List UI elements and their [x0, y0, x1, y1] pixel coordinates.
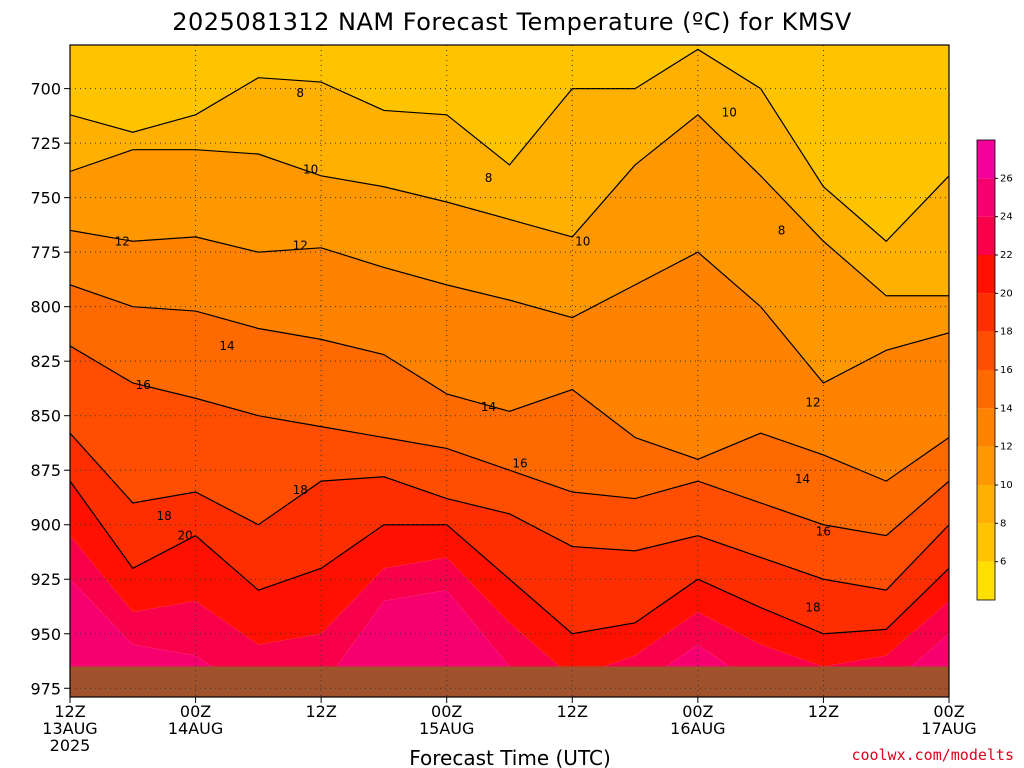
temp-band-22 — [70, 535, 949, 697]
contour-label: 14 — [795, 472, 810, 486]
x-tick-label: 16AUG — [670, 719, 725, 738]
y-tick-label: 700 — [30, 80, 61, 99]
x-tick-label: 12Z — [54, 702, 85, 721]
contour-label: 18 — [157, 509, 172, 523]
ground-layer — [70, 666, 949, 697]
x-tick-label: 15AUG — [419, 719, 474, 738]
x-tick-label: 12Z — [557, 702, 588, 721]
colorbar-label: 6 — [1000, 557, 1006, 568]
contour-layer — [70, 48, 949, 635]
y-tick-label: 850 — [30, 407, 61, 426]
x-tick-label: 12Z — [305, 702, 336, 721]
y-tick-label: 800 — [30, 298, 61, 317]
colorbar-swatch — [977, 216, 995, 255]
y-tick-label: 725 — [30, 134, 61, 153]
contour-label: 12 — [805, 396, 820, 410]
colorbar-label: 20 — [1000, 288, 1013, 299]
y-tick-label: 750 — [30, 189, 61, 208]
contour-label: 10 — [722, 106, 737, 120]
contour-label: 16 — [512, 457, 527, 471]
contour-line-8 — [70, 48, 949, 243]
x-tick-label: 17AUG — [921, 719, 976, 738]
x-tick-label: 12Z — [808, 702, 839, 721]
contour-line-14 — [70, 284, 949, 482]
grid-layer — [70, 45, 949, 697]
temp-band-14 — [70, 284, 949, 536]
colorbar-label: 18 — [1000, 327, 1013, 338]
contour-line-18 — [70, 432, 949, 591]
colorbar-swatch — [977, 178, 995, 217]
x-tick-label: 00Z — [180, 702, 211, 721]
contour-label: 12 — [115, 234, 130, 248]
y-tick-label: 950 — [30, 625, 61, 644]
y-tick-label: 900 — [30, 516, 61, 535]
colorbar-swatch — [977, 523, 995, 562]
x-tick-label: 14AUG — [168, 719, 223, 738]
y-tick-label: 875 — [30, 461, 61, 480]
y-tick-label: 975 — [30, 679, 61, 698]
colorbar-label: 8 — [1000, 518, 1006, 529]
contour-label: 14 — [481, 400, 496, 414]
colorbar-label: 10 — [1000, 480, 1013, 491]
contour-label: 12 — [293, 239, 308, 253]
colorbar-swatch — [977, 293, 995, 332]
colorbar: 6 8 10 12 14 16 18 20 22 24 26 — [976, 139, 1013, 601]
colorbar-swatch — [977, 408, 995, 447]
contour-label: 8 — [485, 171, 493, 185]
contour-label: 10 — [303, 162, 318, 176]
contour-label: 8 — [296, 86, 304, 100]
x-tick-label: 2025 — [50, 736, 91, 755]
temp-band-below-8 — [70, 45, 949, 242]
contour-line-20 — [70, 480, 949, 635]
x-tick-label: 00Z — [933, 702, 964, 721]
colorbar-swatch — [977, 331, 995, 370]
plot-area: 8 8 8 10 10 10 12 12 12 14 14 14 16 16 16 18 18 18 20 — [70, 45, 949, 697]
contour-label: 10 — [575, 234, 590, 248]
contour-line-16 — [70, 345, 949, 537]
plot-border — [69, 44, 950, 698]
y-tick-label: 825 — [30, 352, 61, 371]
ground-fill — [70, 666, 949, 697]
colorbar-label: 22 — [1000, 250, 1013, 261]
colorbar-swatch — [977, 485, 995, 524]
colorbar-swatch — [977, 140, 995, 179]
y-tick-label: 925 — [30, 570, 61, 589]
contour-label: 18 — [805, 601, 820, 615]
temp-band-8 — [70, 49, 949, 296]
x-axis-label: Forecast Time (UTC) — [409, 746, 611, 768]
colorbar-label: 24 — [1000, 212, 1013, 223]
x-tick-label: 13AUG — [42, 719, 97, 738]
contour-label: 16 — [136, 378, 151, 392]
contour-label: 14 — [219, 339, 234, 353]
colorbar-label: 16 — [1000, 365, 1013, 376]
temp-band-16 — [70, 345, 949, 591]
temp-band-12 — [70, 230, 949, 482]
x-tick-label: 00Z — [682, 702, 713, 721]
temperature-fill-layer — [70, 45, 949, 697]
colorbar-label: 26 — [1000, 173, 1013, 184]
contour-label: 18 — [293, 483, 308, 497]
y-axis: 700 725 750 775 800 825 850 875 900 925 950 975 — [30, 80, 70, 698]
y-tick-label: 775 — [30, 243, 61, 262]
colorbar-swatch — [977, 255, 995, 294]
contour-label-layer: 8 8 8 10 10 10 12 12 12 14 14 14 16 16 16 18 18 18 20 — [115, 86, 831, 615]
contour-line-10 — [70, 113, 949, 297]
colorbar-label: 12 — [1000, 442, 1013, 453]
contour-label: 20 — [177, 529, 192, 543]
temp-band-10 — [70, 114, 949, 383]
colorbar-label: 14 — [1000, 403, 1013, 414]
contour-line-12 — [70, 229, 949, 384]
colorbar-swatch — [977, 446, 995, 485]
x-tick-label: 00Z — [431, 702, 462, 721]
temp-band-18 — [70, 433, 949, 634]
colorbar-swatch — [977, 561, 995, 600]
chart-title: 2025081312 NAM Forecast Temperature (ºC)… — [172, 8, 852, 36]
contour-label: 16 — [816, 524, 831, 538]
contour-label: 8 — [778, 223, 786, 237]
colorbar-swatch — [977, 370, 995, 409]
credit-text: coolwx.com/modelts — [851, 746, 1014, 764]
